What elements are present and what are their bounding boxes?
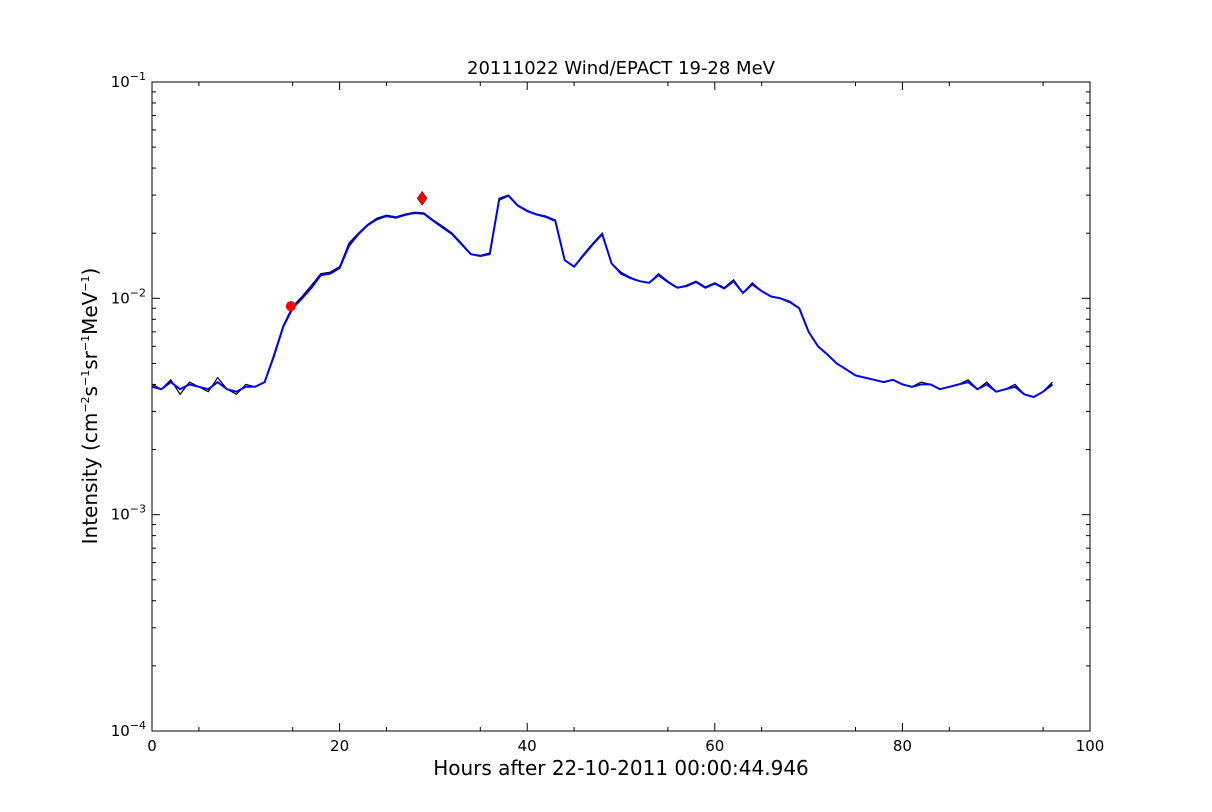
series-line-smoothed (151, 194, 1054, 399)
y-axis: 10−4 10−3 10−2 10−1 (111, 70, 1090, 740)
y-tick-label: 10−1 (111, 70, 146, 91)
x-tick-label: 100 (1076, 737, 1105, 755)
x-axis: 0 20 40 60 80 100 (147, 82, 1104, 755)
plot-frame (151, 81, 1091, 732)
y-tick-label: 10−2 (111, 286, 146, 307)
y-tick-label: 10−3 (111, 503, 146, 524)
plot-area (151, 190, 1054, 399)
x-tick-label: 80 (893, 737, 912, 755)
y-axis-label: Intensity (cm−2s−1sr−1MeV−1) (78, 268, 102, 545)
x-axis-label: Hours after 22-10-2011 00:00:44.946 (433, 756, 809, 780)
x-tick-label: 40 (518, 737, 537, 755)
onset-marker (285, 301, 296, 312)
peak-marker (416, 190, 428, 206)
series-line-raw (151, 194, 1053, 398)
x-tick-label: 20 (330, 737, 349, 755)
x-tick-label: 0 (147, 737, 157, 755)
y-tick-label: 10−4 (111, 719, 146, 740)
chart-title: 20111022 Wind/EPACT 19-28 MeV (467, 58, 776, 79)
x-tick-label: 60 (705, 737, 724, 755)
